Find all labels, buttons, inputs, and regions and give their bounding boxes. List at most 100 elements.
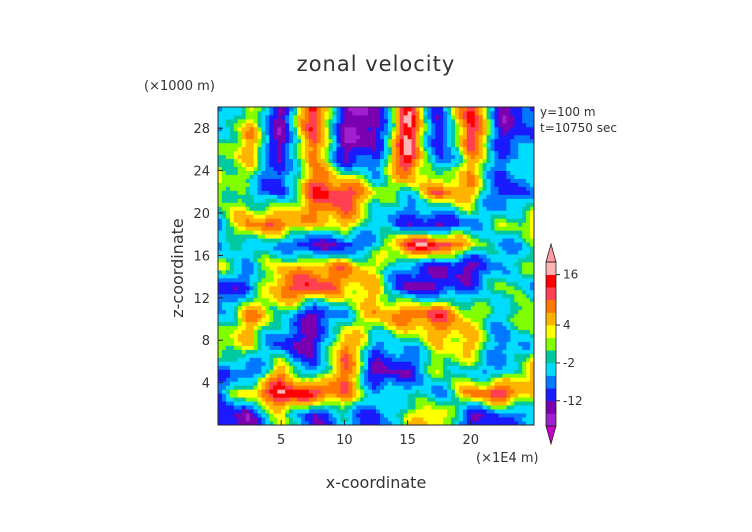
heatmap-cell — [510, 373, 515, 378]
heatmap-cell — [462, 250, 468, 255]
heatmap-cell — [368, 202, 373, 207]
heatmap-cell — [281, 246, 286, 251]
heatmap-cell — [494, 421, 499, 426]
heatmap-cell — [253, 281, 258, 287]
heatmap-cell — [482, 266, 487, 271]
heatmap-cell — [218, 269, 223, 275]
heatmap-cell — [419, 222, 424, 227]
heatmap-cell — [269, 174, 274, 179]
heatmap-cell — [518, 190, 523, 195]
heatmap-cell — [458, 409, 464, 414]
heatmap-cell — [218, 317, 223, 323]
heatmap-cell — [312, 373, 318, 378]
heatmap-cell — [281, 262, 286, 267]
heatmap-cell — [304, 361, 310, 366]
heatmap-cell — [399, 230, 405, 235]
heatmap-cell — [455, 353, 460, 358]
heatmap-cell — [249, 345, 254, 350]
heatmap-cell — [320, 369, 326, 374]
heatmap-cell — [269, 345, 274, 350]
heatmap-cell — [241, 413, 247, 418]
heatmap-cell — [526, 210, 531, 215]
heatmap-cell — [458, 413, 464, 418]
heatmap-cell — [486, 321, 491, 327]
heatmap-cell — [265, 421, 270, 426]
heatmap-cell — [289, 281, 294, 287]
heatmap-cell — [395, 222, 401, 227]
heatmap-cell — [490, 373, 495, 378]
heatmap-cell — [265, 254, 270, 259]
heatmap-cell — [526, 234, 531, 239]
heatmap-cell — [458, 369, 464, 374]
heatmap-cell — [285, 333, 290, 338]
heatmap-cell — [340, 273, 345, 279]
heatmap-cell — [237, 341, 243, 346]
heatmap-cell — [439, 214, 444, 219]
heatmap-cell — [411, 337, 416, 342]
heatmap-cell — [269, 329, 274, 334]
heatmap-cell — [447, 341, 452, 346]
heatmap-cell — [293, 242, 298, 247]
heatmap-cell — [320, 337, 326, 342]
heatmap-cell — [320, 297, 326, 303]
heatmap-cell — [518, 230, 523, 235]
heatmap-cell — [522, 377, 527, 382]
heatmap-cell — [316, 226, 322, 231]
heatmap-cell — [225, 389, 231, 394]
heatmap-cell — [466, 413, 472, 418]
heatmap-cell — [510, 218, 515, 223]
heatmap-cell — [316, 273, 322, 279]
heatmap-cell — [478, 317, 484, 323]
heatmap-cell — [379, 214, 385, 219]
heatmap-cell — [391, 230, 397, 235]
heatmap-cell — [423, 369, 428, 374]
heatmap-cell — [423, 361, 428, 366]
heatmap-cell — [486, 413, 491, 418]
heatmap-cell — [328, 190, 333, 195]
heatmap-cell — [368, 309, 373, 315]
heatmap-cell — [320, 405, 326, 410]
heatmap-cell — [391, 357, 397, 362]
heatmap-cell — [237, 234, 243, 239]
heatmap-cell — [498, 393, 503, 398]
heatmap-cell — [514, 246, 519, 251]
heatmap-cell — [277, 297, 282, 303]
heatmap-cell — [526, 206, 531, 211]
heatmap-cell — [308, 333, 314, 338]
heatmap-cell — [237, 381, 243, 386]
heatmap-cell — [316, 333, 322, 338]
heatmap-cell — [407, 222, 412, 227]
heatmap-cell — [391, 317, 397, 323]
heatmap-cell — [225, 202, 231, 207]
heatmap-cell — [383, 413, 389, 418]
heatmap-cell — [249, 262, 254, 267]
heatmap-cell — [490, 226, 495, 231]
heatmap-cell — [336, 297, 341, 303]
heatmap-cell — [383, 417, 389, 422]
heatmap-cell — [300, 345, 306, 350]
heatmap-cell — [435, 293, 440, 299]
heatmap-cell — [324, 266, 329, 271]
heatmap-cell — [245, 202, 250, 207]
heatmap-cell — [427, 301, 432, 307]
heatmap-cell — [431, 329, 436, 334]
heatmap-cell — [526, 218, 531, 223]
heatmap-cell — [218, 258, 223, 263]
heatmap-cell — [257, 397, 262, 402]
heatmap-cell — [415, 409, 420, 414]
heatmap-cell — [451, 301, 456, 307]
heatmap-cell — [395, 246, 401, 251]
heatmap-cell — [498, 349, 503, 354]
heatmap-cell — [312, 250, 318, 255]
heatmap-cell — [518, 389, 523, 394]
heatmap-cell — [458, 317, 464, 323]
heatmap-cell — [340, 413, 345, 418]
heatmap-cell — [522, 293, 527, 299]
heatmap-cell — [490, 214, 495, 219]
heatmap-cell — [474, 373, 480, 378]
heatmap-cell — [304, 254, 310, 259]
heatmap-cell — [407, 202, 412, 207]
heatmap-cell — [399, 397, 405, 402]
heatmap-cell — [419, 269, 424, 275]
heatmap-cell — [431, 289, 436, 295]
